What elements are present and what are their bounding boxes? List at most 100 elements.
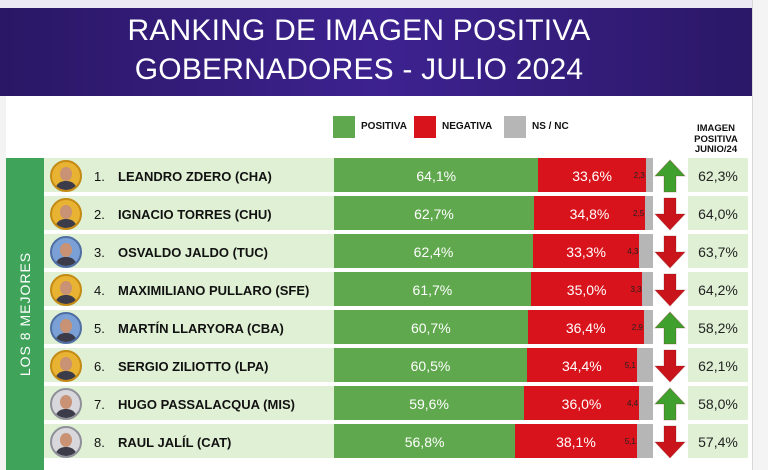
- bar-positiva: [334, 158, 539, 194]
- governor-name: IGNACIO TORRES (CHU): [118, 207, 272, 222]
- negativa-value-label: 34,4%: [562, 358, 602, 374]
- bar-positiva: [334, 272, 531, 308]
- legend-label-nsnc: NS / NC: [532, 121, 569, 132]
- bar-nsnc: [636, 424, 653, 460]
- previous-value: 62,3%: [698, 168, 738, 184]
- bar-positiva: [334, 386, 525, 422]
- avatar: [50, 388, 82, 420]
- positiva-value-label: 62,4%: [413, 244, 454, 260]
- title-banner: RANKING DE IMAGEN POSITIVA GOBERNADORES …: [0, 0, 768, 96]
- side-label-text: LOS 8 MEJORES: [17, 251, 34, 377]
- nsnc-value-label: 2,5: [633, 209, 645, 218]
- trend-down-icon: [653, 234, 687, 270]
- bar-nsnc: [643, 310, 653, 346]
- avatar: [50, 274, 82, 306]
- negativa-value-label: 33,3%: [566, 244, 606, 260]
- previous-value-cell: 64,2%: [688, 272, 748, 308]
- avatar-face: [60, 357, 72, 371]
- positiva-value-label: 56,8%: [404, 434, 445, 450]
- nsnc-value-label: 2,9: [631, 323, 643, 332]
- bar-nsnc: [639, 234, 653, 270]
- trend-down-icon: [653, 348, 687, 384]
- trend-down-icon: [653, 272, 687, 308]
- governor-cell: 6. SERGIO ZILIOTTO (LPA): [44, 348, 334, 384]
- governor-cell: 4. MAXIMILIANO PULLARO (SFE): [44, 272, 334, 308]
- side-band: [6, 158, 44, 470]
- legend-label-positiva: POSITIVA: [361, 121, 407, 132]
- legend-swatch-nsnc: [504, 116, 526, 138]
- avatar: [50, 350, 82, 382]
- trend-down-icon: [653, 196, 687, 232]
- bar-negativa: [538, 158, 646, 194]
- left-margin: [0, 96, 6, 470]
- table-row: 2. IGNACIO TORRES (CHU) 62,7% 34,8% 2,5 64,0%: [44, 196, 752, 232]
- governor-cell: 7. HUGO PASSALACQUA (MIS): [44, 386, 334, 422]
- previous-value: 57,4%: [698, 434, 738, 450]
- rank-number: 8.: [94, 435, 105, 450]
- avatar-face: [60, 167, 72, 181]
- table-row: 1. LEANDRO ZDERO (CHA) 64,1% 33,6% 2,3 62,3%: [44, 158, 752, 194]
- avatar-body: [55, 257, 77, 266]
- nsnc-value-label: 4,3: [627, 247, 639, 256]
- avatar: [50, 312, 82, 344]
- governor-cell: 8. RAUL JALÍL (CAT): [44, 424, 334, 460]
- avatar-face: [60, 281, 72, 295]
- chart-title-line1: RANKING DE IMAGEN POSITIVA: [127, 14, 591, 47]
- governor-cell: 3. OSVALDO JALDO (TUC): [44, 234, 334, 270]
- trend-up-icon: [653, 386, 687, 422]
- nsnc-value-label: 4,4: [626, 399, 639, 408]
- governor-cell: 2. IGNACIO TORRES (CHU): [44, 196, 334, 232]
- previous-value: 64,2%: [698, 282, 738, 298]
- governor-name: HUGO PASSALACQUA (MIS): [118, 397, 295, 412]
- negativa-value-label: 35,0%: [566, 282, 607, 298]
- bar-nsnc: [645, 158, 653, 194]
- legend-label-negativa: NEGATIVA: [442, 121, 493, 132]
- rank-number: 3.: [94, 245, 105, 260]
- bar-negativa: [515, 424, 637, 460]
- right-scroll-edge: [752, 0, 768, 470]
- rank-number: 5.: [94, 321, 105, 336]
- bar-positiva: [334, 234, 534, 270]
- trend-down-icon: [653, 424, 687, 460]
- rank-number: 1.: [94, 169, 105, 184]
- bar-nsnc: [636, 348, 653, 384]
- bar-nsnc: [645, 196, 653, 232]
- table-row: 7. HUGO PASSALACQUA (MIS) 59,6% 36,0% 4,4 58,…: [44, 386, 752, 422]
- legend-swatch-negativa: [414, 116, 436, 138]
- avatar-face: [60, 205, 72, 219]
- previous-header-line1: IMAGEN: [697, 123, 735, 134]
- banner-top-rule: [0, 0, 768, 8]
- previous-header-line2: POSITIVA: [694, 133, 738, 145]
- table-row: 4. MAXIMILIANO PULLARO (SFE) 61,7% 35,0% 3,3…: [44, 272, 752, 308]
- avatar-body: [55, 409, 77, 418]
- bar-positiva: [334, 196, 534, 232]
- avatar-face: [60, 319, 72, 333]
- bar-negativa: [533, 234, 640, 270]
- governor-name: LEANDRO ZDERO (CHA): [118, 169, 272, 184]
- governor-cell: 5. MARTÍN LLARYORA (CBA): [44, 310, 334, 346]
- positiva-value-label: 59,6%: [409, 396, 449, 412]
- side-label: LOS 8 MEJORES: [6, 158, 44, 470]
- previous-value: 58,2%: [698, 320, 738, 336]
- positiva-value-label: 62,7%: [414, 206, 454, 222]
- table-row: 8. RAUL JALÍL (CAT) 56,8% 38,1% 5,1 57,4%: [44, 424, 752, 460]
- previous-value-cell: 63,7%: [688, 234, 748, 270]
- avatar-body: [55, 219, 77, 228]
- avatar-body: [55, 295, 77, 304]
- trend-up-icon: [653, 310, 687, 346]
- positiva-value-label: 64,1%: [416, 168, 457, 184]
- bar-negativa: [534, 196, 645, 232]
- trend-up-icon: [653, 158, 687, 194]
- previous-value: 64,0%: [698, 206, 738, 222]
- previous-value-cell: 58,0%: [688, 386, 748, 422]
- rank-number: 4.: [94, 283, 105, 298]
- negativa-value-label: 38,1%: [556, 434, 596, 450]
- avatar-face: [60, 433, 72, 447]
- nsnc-value-label: 3,3: [630, 285, 642, 294]
- previous-header-line3: JUNIO/24: [694, 144, 738, 155]
- avatar-body: [55, 181, 77, 190]
- previous-value-cell: 57,4%: [688, 424, 748, 460]
- table-row: 6. SERGIO ZILIOTTO (LPA) 60,5% 34,4% 5,1 62,1…: [44, 348, 752, 384]
- bar-negativa: [526, 348, 637, 384]
- nsnc-value-label: 5,1: [624, 361, 636, 370]
